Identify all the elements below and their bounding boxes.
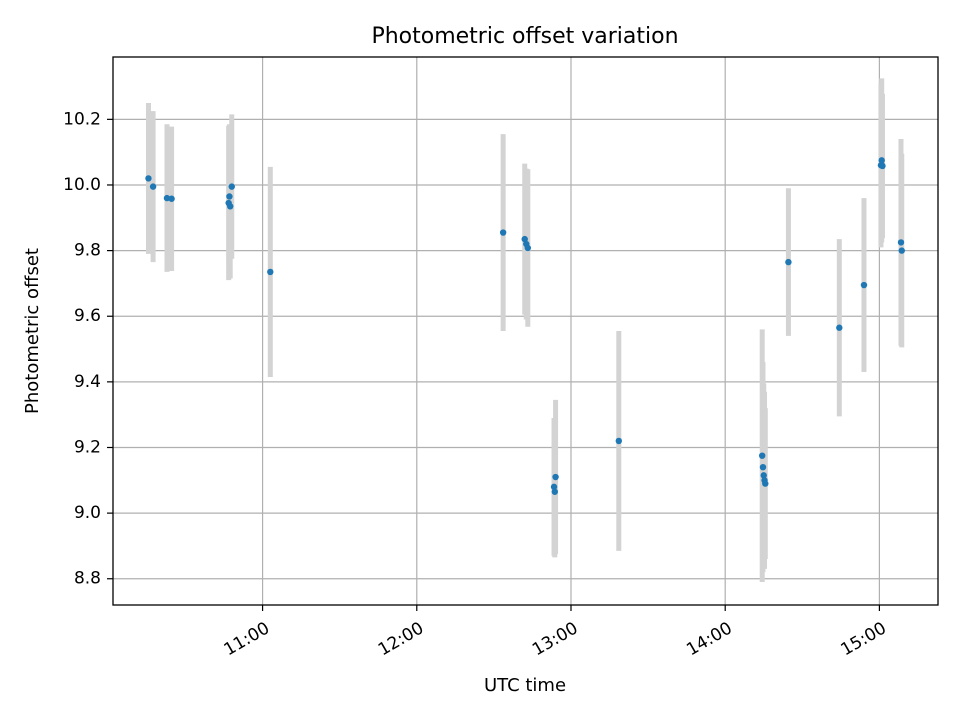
y-tick-label-5: 9.8: [74, 241, 101, 261]
data-point-26: [878, 157, 885, 164]
y-tick-label-7: 10.2: [63, 109, 101, 129]
data-point-0: [145, 175, 152, 182]
data-point-5: [226, 193, 233, 200]
y-tick-label-0: 8.8: [74, 569, 101, 589]
data-point-17: [759, 452, 766, 459]
data-point-1: [149, 183, 157, 190]
data-point-12: [524, 244, 532, 252]
y-axis: 8.8 9.0 9.2 9.4 9.6 9.8 10.0 10.2: [63, 109, 113, 589]
data-point-14: [551, 488, 558, 495]
data-point-28: [897, 239, 905, 246]
y-tick-label-3: 9.4: [74, 372, 101, 392]
chart-title: Photometric offset variation: [371, 24, 678, 49]
data-point-6: [226, 203, 234, 210]
x-axis-label: UTC time: [484, 675, 566, 696]
data-point-16: [615, 437, 622, 445]
data-point-18: [759, 463, 767, 471]
data-point-7: [228, 183, 235, 190]
data-point-23: [836, 324, 843, 331]
data-point-9: [499, 229, 507, 236]
data-point-29: [898, 247, 905, 254]
data-point-21: [762, 480, 769, 487]
data-point-19: [760, 472, 767, 479]
y-tick-label-4: 9.6: [74, 306, 101, 326]
data-point-8: [267, 268, 274, 276]
data-point-27: [879, 162, 886, 170]
data-point-10: [521, 235, 528, 243]
data-point-15: [552, 473, 559, 481]
data-points: [145, 157, 905, 495]
plot-frame: [112, 56, 939, 606]
y-axis-label: Photometric offset: [22, 248, 43, 414]
grid: [113, 57, 938, 605]
data-point-13: [550, 483, 558, 491]
data-point-24: [860, 281, 868, 289]
data-point-22: [785, 258, 792, 266]
data-point-3: [168, 195, 175, 202]
y-tick-label-6: 10.0: [63, 175, 101, 195]
y-tick-label-2: 9.2: [74, 437, 101, 457]
y-tick-label-1: 9.0: [74, 503, 101, 523]
